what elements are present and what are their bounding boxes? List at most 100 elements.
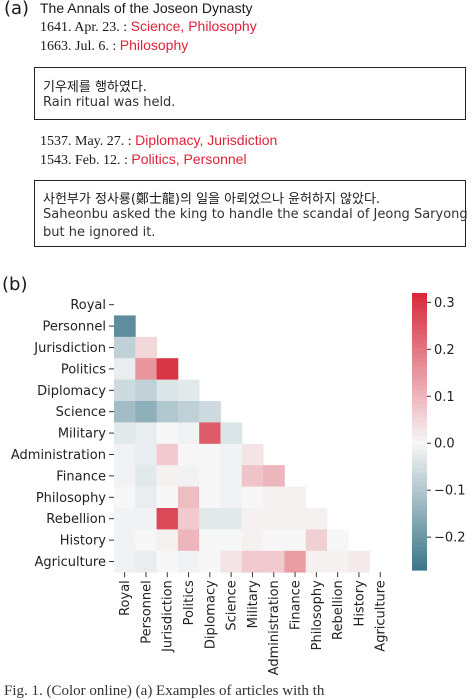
heatmap-cell xyxy=(348,550,370,573)
colorbar-segment xyxy=(412,463,427,470)
heatmap-cell xyxy=(305,529,328,552)
heatmap-cell xyxy=(199,486,221,509)
article-korean: 사헌부가 정사룡(鄭士龍)의 일을 아뢰었으나 윤허하지 않았다. xyxy=(43,192,381,207)
colorbar-segment xyxy=(412,528,427,534)
colorbar-segment xyxy=(412,348,427,354)
entry-categories: Politics, Personnel xyxy=(131,151,247,167)
y-tick-label: Science xyxy=(56,405,106,420)
colorbar-segment xyxy=(412,325,427,331)
y-tick-label: Politics xyxy=(61,362,106,377)
heatmap-cell xyxy=(177,379,200,402)
entry-date: 1663. Jul. 6. : xyxy=(40,39,117,54)
heatmap-cell xyxy=(263,486,285,509)
heatmap-cell xyxy=(156,358,179,380)
heatmap-cell xyxy=(327,550,349,573)
x-tick-label: Rebellion xyxy=(331,580,346,640)
heatmap-cell xyxy=(135,529,157,552)
colorbar-segment xyxy=(412,431,427,437)
colorbar-segment xyxy=(412,311,427,317)
heatmap-cell xyxy=(241,550,264,573)
heatmap-cell xyxy=(114,401,136,423)
colorbar-segment xyxy=(412,306,427,313)
colorbar-segment xyxy=(412,551,427,557)
entry-4: 1543. Feb. 12. : Politics, Personnel xyxy=(40,151,247,169)
x-tick-label: Jurisdiction xyxy=(161,580,176,653)
colorbar-segment xyxy=(412,343,427,349)
colorbar-segment xyxy=(412,454,427,460)
panel-a-title: The Annals of the Joseon Dynasty xyxy=(40,0,253,16)
heatmap-cell xyxy=(135,550,157,573)
panel-a-label: (a) xyxy=(4,0,30,19)
heatmap-cell xyxy=(327,529,349,552)
colorbar-segment xyxy=(412,385,427,391)
article-korean: 기우제를 행하였다. xyxy=(43,80,147,95)
heatmap-cell xyxy=(199,529,221,552)
heatmap-cell xyxy=(156,529,179,552)
heatmap-cell xyxy=(220,422,243,445)
x-tick-label: Royal xyxy=(118,580,133,616)
article-english-line2: but he ignored it. xyxy=(43,225,156,240)
heatmap-cell xyxy=(135,358,157,380)
colorbar-segment xyxy=(412,519,427,525)
colorbar-segment xyxy=(412,403,427,410)
colorbar-tick-label: 0.2 xyxy=(434,343,455,358)
heatmap-cell xyxy=(199,465,221,487)
y-tick-label: Philosophy xyxy=(36,491,106,506)
heatmap-cell xyxy=(156,422,179,445)
colorbar-segment xyxy=(412,565,427,571)
heatmap-cell xyxy=(156,508,179,530)
heatmap-cell xyxy=(241,508,264,530)
heatmap-cell xyxy=(263,508,285,530)
x-tick-label: Agriculture xyxy=(374,580,389,652)
heatmap-cell xyxy=(135,336,157,359)
entry-categories: Philosophy xyxy=(119,37,189,53)
heatmap-cell xyxy=(241,465,264,487)
article-box-2: 사헌부가 정사룡(鄭士龍)의 일을 아뢰었으나 윤허하지 않았다. Saheon… xyxy=(34,180,468,247)
colorbar-segment xyxy=(412,491,427,497)
colorbar-segment xyxy=(412,514,427,520)
x-tick-label: Science xyxy=(225,580,240,630)
colorbar-segment xyxy=(412,496,427,502)
colorbar-tick-label: 0.0 xyxy=(434,437,455,452)
heatmap-cell xyxy=(177,422,200,445)
heatmap-cell xyxy=(135,379,157,402)
heatmap-cell xyxy=(263,529,285,552)
heatmap-cell xyxy=(177,401,200,423)
heatmap-cell xyxy=(220,486,243,509)
heatmap-cell xyxy=(177,465,200,487)
heatmap-cell xyxy=(263,550,285,573)
heatmap-cell xyxy=(114,508,136,530)
colorbar-segment xyxy=(412,399,427,405)
heatmap-cell xyxy=(284,486,307,509)
heatmap-cell xyxy=(305,550,328,573)
colorbar-segment xyxy=(412,371,427,377)
heatmap-cell xyxy=(135,401,157,423)
colorbar-segment xyxy=(412,362,427,368)
colorbar-segment xyxy=(412,380,427,386)
x-tick-label: Administration xyxy=(267,580,282,675)
colorbar-segment xyxy=(412,445,427,451)
colorbar-segment xyxy=(412,505,427,511)
colorbar-segment xyxy=(412,556,427,562)
heatmap-cell xyxy=(199,422,221,445)
colorbar-segment xyxy=(412,339,427,345)
heatmap-cell xyxy=(114,486,136,509)
heatmap-cell xyxy=(156,443,179,466)
x-tick-label: Personnel xyxy=(139,580,154,644)
heatmap-cell xyxy=(220,465,243,487)
x-tick-label: History xyxy=(352,580,367,627)
colorbar-segment xyxy=(412,509,427,516)
y-tick-label: Jurisdiction xyxy=(33,341,106,356)
heatmap-cell xyxy=(156,379,179,402)
heatmap-cell xyxy=(220,529,243,552)
colorbar-segment xyxy=(412,426,427,433)
heatmap-cell xyxy=(114,315,136,338)
colorbar-segment xyxy=(412,542,427,548)
heatmap-cell xyxy=(114,529,136,552)
article-english-line1: Saheonbu asked the king to handle the sc… xyxy=(43,207,468,222)
colorbar-segment xyxy=(412,394,427,400)
colorbar-segment xyxy=(412,293,427,299)
heatmap-cell xyxy=(114,336,136,359)
figure-caption: Fig. 1. (Color online) (a) Examples of a… xyxy=(4,683,325,699)
heatmap-cell xyxy=(177,443,200,466)
